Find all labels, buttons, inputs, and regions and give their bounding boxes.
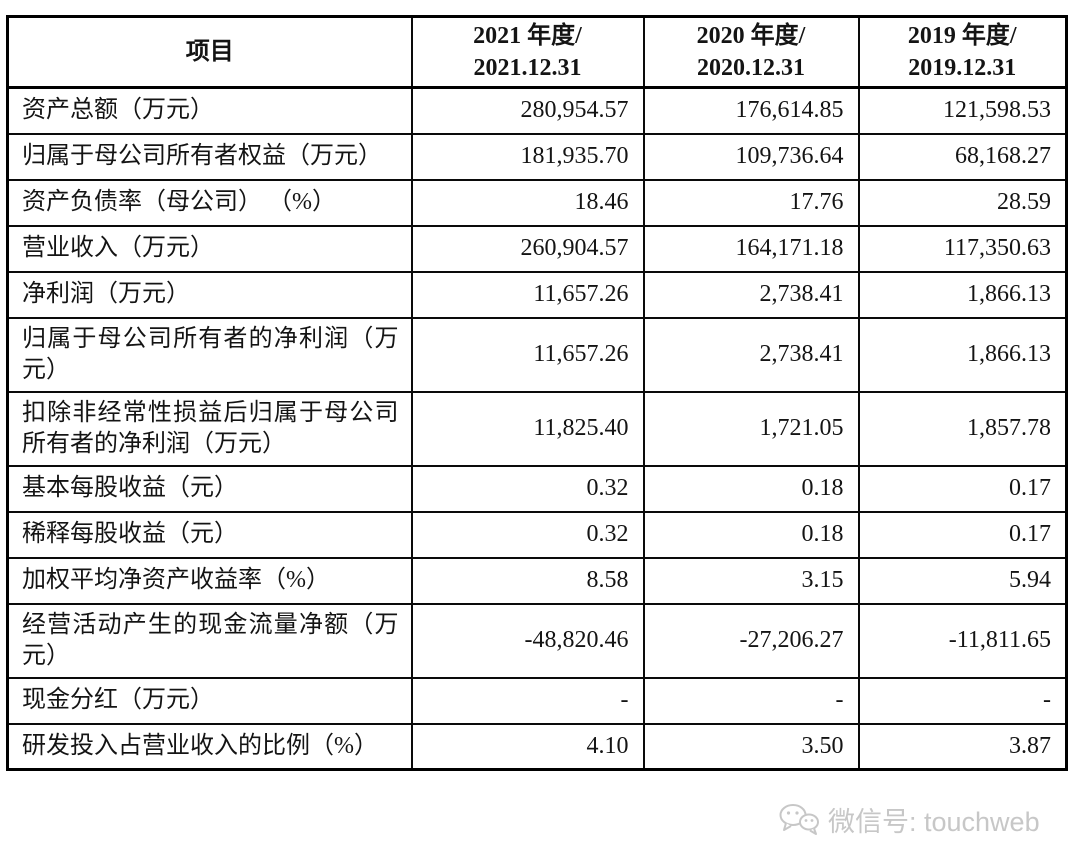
year-header-line2: 2021.12.31 [473,55,582,81]
row-label-cell: 经营活动产生的现金流量净额（万元） [6,602,413,679]
value-cell-2019: 3.87 [857,722,1068,771]
value-cell-2020: 3.15 [642,556,860,605]
year-header-line1: 2020 年度/ [696,23,806,49]
year-header-line1: 2021 年度/ [473,23,582,49]
year-column-header-2020: 2020 年度/ 2020.12.31 [642,15,860,89]
table-body: 资产总额（万元） 280,954.57 176,614.85 121,598.5… [6,86,1068,771]
table-row: 归属于母公司所有者权益（万元） 181,935.70 109,736.64 68… [6,132,1068,181]
value-cell-2021: 11,657.26 [410,270,645,319]
watermark-text: 微信号: touchweb [828,807,1040,837]
value-cell-2019: 1,857.78 [857,390,1068,467]
year-column-header-2019: 2019 年度/ 2019.12.31 [857,15,1068,89]
row-label-cell: 稀释每股收益（元） [6,510,413,559]
row-label-cell: 净利润（万元） [6,270,413,319]
value-cell-2019: 68,168.27 [857,132,1068,181]
value-cell-2019: -11,811.65 [857,602,1068,679]
row-label-cell: 资产总额（万元） [6,86,413,135]
row-label-cell: 现金分红（万元） [6,676,413,725]
value-cell-2020: - [642,676,860,725]
value-cell-2021: 0.32 [410,510,645,559]
value-cell-2019: 5.94 [857,556,1068,605]
table-row: 资产总额（万元） 280,954.57 176,614.85 121,598.5… [6,86,1068,135]
row-label-cell: 研发投入占营业收入的比例（%） [6,722,413,771]
value-cell-2021: 260,904.57 [410,224,645,273]
value-cell-2019: 117,350.63 [857,224,1068,273]
financial-summary-table-container: 项目 2021 年度/ 2021.12.31 2020 年度/ 2020.12.… [6,15,1068,771]
table-row: 基本每股收益（元） 0.32 0.18 0.17 [6,464,1068,513]
row-label-cell: 归属于母公司所有者权益（万元） [6,132,413,181]
year-column-header-2021: 2021 年度/ 2021.12.31 [410,15,645,89]
table-row: 扣除非经常性损益后归属于母公司所有者的净利润（万元） 11,825.40 1,7… [6,390,1068,467]
financial-summary-table: 项目 2021 年度/ 2021.12.31 2020 年度/ 2020.12.… [6,15,1068,771]
value-cell-2020: 2,738.41 [642,316,860,393]
table-row: 净利润（万元） 11,657.26 2,738.41 1,866.13 [6,270,1068,319]
value-cell-2020: 109,736.64 [642,132,860,181]
value-cell-2020: 2,738.41 [642,270,860,319]
value-cell-2021: 181,935.70 [410,132,645,181]
value-cell-2021: 11,825.40 [410,390,645,467]
value-cell-2021: 4.10 [410,722,645,771]
value-cell-2019: 0.17 [857,510,1068,559]
row-label-cell: 资产负债率（母公司） （%） [6,178,413,227]
table-row: 资产负债率（母公司） （%） 18.46 17.76 28.59 [6,178,1068,227]
value-cell-2021: 8.58 [410,556,645,605]
watermark: 微信号: touchweb [778,800,1040,839]
table-row: 加权平均净资产收益率（%） 8.58 3.15 5.94 [6,556,1068,605]
year-header-line2: 2019.12.31 [908,55,1017,81]
value-cell-2020: 0.18 [642,510,860,559]
wechat-icon [778,802,820,838]
table-row: 研发投入占营业收入的比例（%） 4.10 3.50 3.87 [6,722,1068,771]
table-row: 现金分红（万元） - - - [6,676,1068,725]
item-column-header: 项目 [6,15,413,89]
value-cell-2019: 121,598.53 [857,86,1068,135]
table-header-row: 项目 2021 年度/ 2021.12.31 2020 年度/ 2020.12.… [6,15,1068,89]
value-cell-2019: 1,866.13 [857,316,1068,393]
value-cell-2020: 17.76 [642,178,860,227]
value-cell-2019: - [857,676,1068,725]
value-cell-2021: - [410,676,645,725]
value-cell-2021: 0.32 [410,464,645,513]
value-cell-2020: 164,171.18 [642,224,860,273]
year-header-line2: 2020.12.31 [697,55,805,81]
value-cell-2021: 280,954.57 [410,86,645,135]
value-cell-2020: 0.18 [642,464,860,513]
table-row: 营业收入（万元） 260,904.57 164,171.18 117,350.6… [6,224,1068,273]
row-label-cell: 加权平均净资产收益率（%） [6,556,413,605]
year-header-line1: 2019 年度/ [907,23,1017,49]
value-cell-2019: 1,866.13 [857,270,1068,319]
value-cell-2020: 1,721.05 [642,390,860,467]
row-label-cell: 归属于母公司所有者的净利润（万元） [6,316,413,393]
value-cell-2019: 0.17 [857,464,1068,513]
row-label-cell: 营业收入（万元） [6,224,413,273]
value-cell-2021: -48,820.46 [410,602,645,679]
table-row: 经营活动产生的现金流量净额（万元） -48,820.46 -27,206.27 … [6,602,1068,679]
table-row: 归属于母公司所有者的净利润（万元） 11,657.26 2,738.41 1,8… [6,316,1068,393]
row-label-cell: 扣除非经常性损益后归属于母公司所有者的净利润（万元） [6,390,413,467]
value-cell-2020: 176,614.85 [642,86,860,135]
value-cell-2020: -27,206.27 [642,602,860,679]
value-cell-2020: 3.50 [642,722,860,771]
value-cell-2021: 11,657.26 [410,316,645,393]
table-row: 稀释每股收益（元） 0.32 0.18 0.17 [6,510,1068,559]
row-label-cell: 基本每股收益（元） [6,464,413,513]
value-cell-2021: 18.46 [410,178,645,227]
value-cell-2019: 28.59 [857,178,1068,227]
